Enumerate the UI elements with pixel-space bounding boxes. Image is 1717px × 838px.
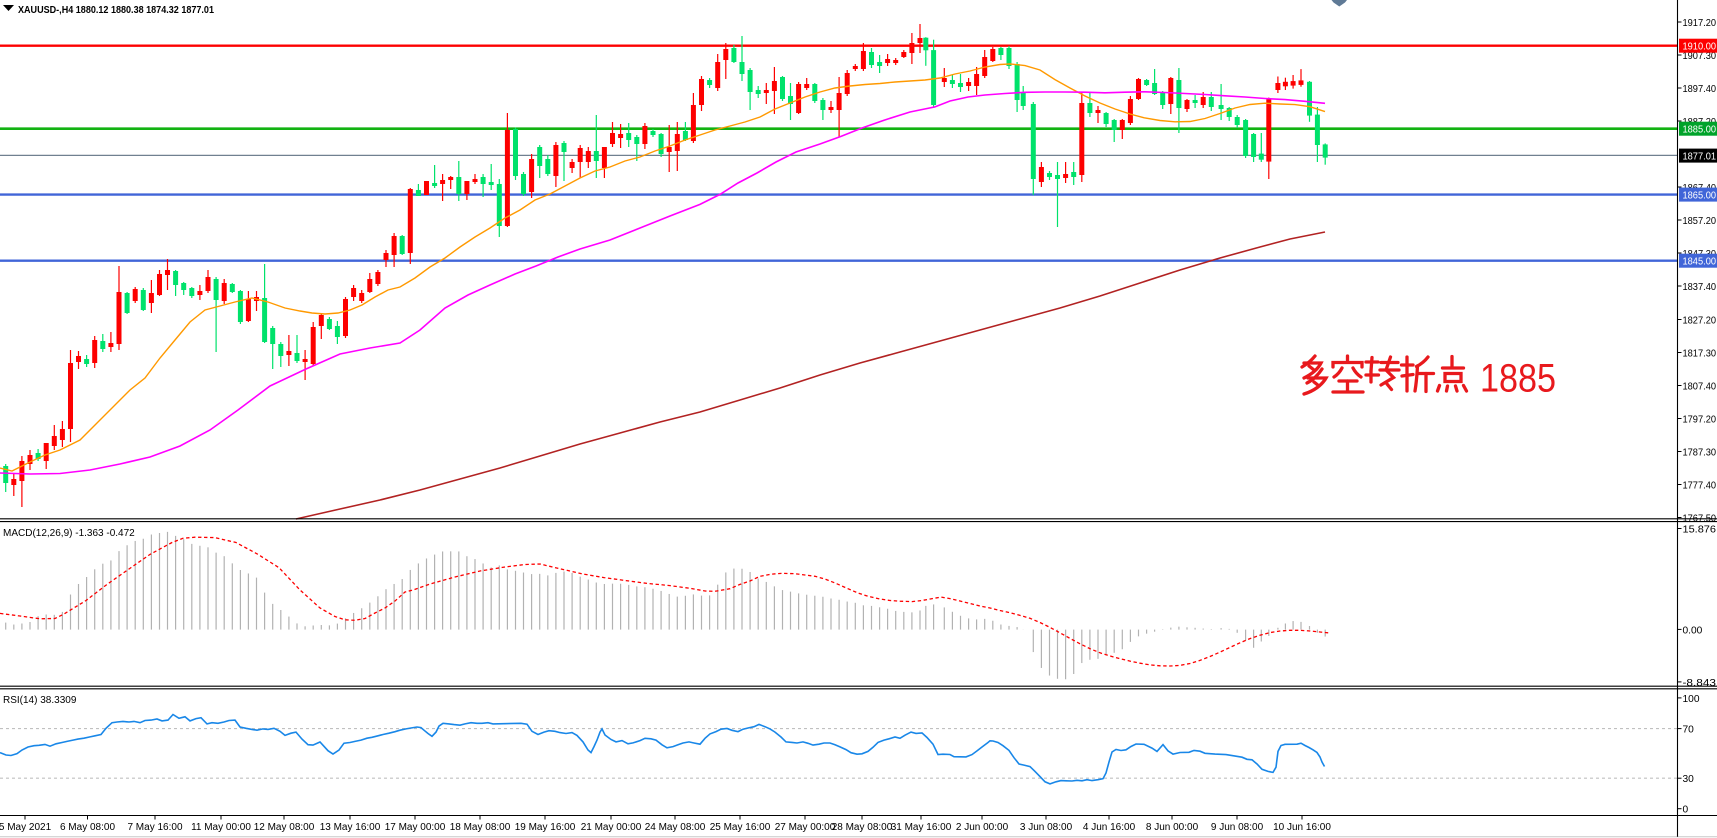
svg-text:-8.843: -8.843 xyxy=(1683,678,1717,689)
svg-text:MACD(12,26,9) -1.363 -0.472: MACD(12,26,9) -1.363 -0.472 xyxy=(3,528,135,539)
svg-text:RSI(14) 38.3309: RSI(14) 38.3309 xyxy=(3,695,77,706)
svg-text:1767.50: 1767.50 xyxy=(1683,514,1717,525)
svg-text:1797.20: 1797.20 xyxy=(1683,415,1717,426)
svg-text:30: 30 xyxy=(1683,774,1695,785)
svg-text:28 May 08:00: 28 May 08:00 xyxy=(832,822,893,833)
svg-text:4 Jun 16:00: 4 Jun 16:00 xyxy=(1083,822,1136,833)
svg-text:25 May 16:00: 25 May 16:00 xyxy=(710,822,771,833)
svg-text:27 May 00:00: 27 May 00:00 xyxy=(775,822,836,833)
svg-text:1885: 1885 xyxy=(1480,357,1556,401)
svg-text:17 May 00:00: 17 May 00:00 xyxy=(385,822,446,833)
svg-text:1877.01: 1877.01 xyxy=(1683,152,1717,163)
svg-text:1827.20: 1827.20 xyxy=(1683,316,1717,327)
svg-text:1917.20: 1917.20 xyxy=(1683,18,1717,29)
svg-text:8 Jun 00:00: 8 Jun 00:00 xyxy=(1146,822,1199,833)
svg-text:1885.00: 1885.00 xyxy=(1683,125,1717,136)
svg-text:21 May 00:00: 21 May 00:00 xyxy=(581,822,642,833)
svg-text:1865.00: 1865.00 xyxy=(1683,191,1717,202)
svg-text:XAUUSD-,H4 1880.12 1880.38 18: XAUUSD-,H4 1880.12 1880.38 1874.32 1877.… xyxy=(18,4,214,16)
svg-text:1907.30: 1907.30 xyxy=(1683,51,1717,62)
svg-text:1787.30: 1787.30 xyxy=(1683,448,1717,459)
svg-text:3 Jun 08:00: 3 Jun 08:00 xyxy=(1020,822,1073,833)
svg-text:13 May 16:00: 13 May 16:00 xyxy=(320,822,381,833)
svg-text:70: 70 xyxy=(1683,725,1695,736)
svg-text:12 May 08:00: 12 May 08:00 xyxy=(254,822,315,833)
svg-text:1857.20: 1857.20 xyxy=(1683,216,1717,227)
svg-text:0.00: 0.00 xyxy=(1683,625,1703,636)
svg-text:15.876: 15.876 xyxy=(1683,525,1717,536)
svg-text:100: 100 xyxy=(1683,694,1700,705)
svg-text:10 Jun 16:00: 10 Jun 16:00 xyxy=(1273,822,1331,833)
svg-text:1777.40: 1777.40 xyxy=(1683,481,1717,492)
svg-text:1845.00: 1845.00 xyxy=(1683,257,1717,268)
svg-text:0: 0 xyxy=(1683,805,1689,816)
svg-text:19 May 16:00: 19 May 16:00 xyxy=(515,822,576,833)
svg-text:31 May 16:00: 31 May 16:00 xyxy=(891,822,952,833)
svg-text:24 May 08:00: 24 May 08:00 xyxy=(645,822,706,833)
svg-text:7 May 16:00: 7 May 16:00 xyxy=(127,822,182,833)
svg-text:1807.40: 1807.40 xyxy=(1683,382,1717,393)
svg-text:1910.00: 1910.00 xyxy=(1683,42,1717,53)
svg-text:1817.30: 1817.30 xyxy=(1683,349,1717,360)
svg-text:5 May 2021: 5 May 2021 xyxy=(0,822,52,833)
svg-text:6 May 08:00: 6 May 08:00 xyxy=(60,822,115,833)
svg-text:11 May 00:00: 11 May 00:00 xyxy=(191,822,251,833)
svg-text:1837.40: 1837.40 xyxy=(1683,282,1717,293)
svg-text:18 May 08:00: 18 May 08:00 xyxy=(450,822,511,833)
svg-text:9 Jun 08:00: 9 Jun 08:00 xyxy=(1211,822,1264,833)
svg-text:2 Jun 00:00: 2 Jun 00:00 xyxy=(956,822,1009,833)
svg-text:1897.40: 1897.40 xyxy=(1683,84,1717,95)
